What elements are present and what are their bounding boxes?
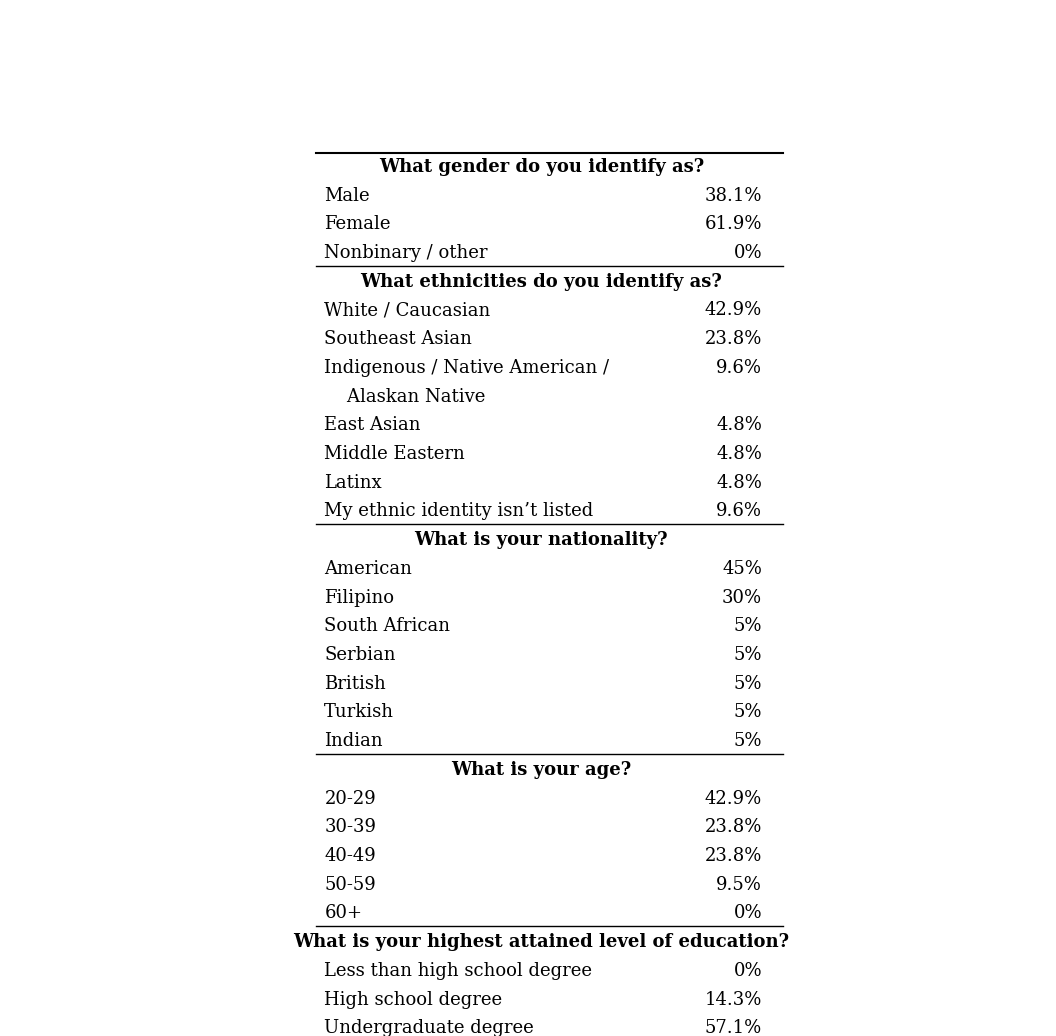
Text: Serbian: Serbian [324,646,396,664]
Text: Alaskan Native: Alaskan Native [324,387,486,405]
Text: South African: South African [324,617,450,635]
Text: 5%: 5% [734,646,762,664]
Text: 9.6%: 9.6% [716,358,762,377]
Text: American: American [324,559,412,578]
Text: 5%: 5% [734,732,762,750]
Text: Middle Eastern: Middle Eastern [324,445,465,463]
Text: 38.1%: 38.1% [704,186,762,204]
Text: Latinx: Latinx [324,473,382,492]
Text: 57.1%: 57.1% [705,1019,762,1036]
Text: Turkish: Turkish [324,703,394,721]
Text: 23.8%: 23.8% [704,818,762,836]
Text: Undergraduate degree: Undergraduate degree [324,1019,534,1036]
Text: Male: Male [324,186,370,204]
Text: Less than high school degree: Less than high school degree [324,962,592,980]
Text: High school degree: High school degree [324,990,503,1009]
Text: 4.8%: 4.8% [716,445,762,463]
Text: British: British [324,674,386,693]
Text: 0%: 0% [734,244,762,262]
Text: Indian: Indian [324,732,383,750]
Text: 42.9%: 42.9% [705,789,762,808]
Text: Filipino: Filipino [324,588,394,607]
Text: 23.8%: 23.8% [704,847,762,865]
Text: What ethnicities do you identify as?: What ethnicities do you identify as? [360,272,722,291]
Text: 61.9%: 61.9% [704,215,762,233]
Text: 45%: 45% [722,559,762,578]
Text: Female: Female [324,215,391,233]
Text: 0%: 0% [734,962,762,980]
Text: 5%: 5% [734,703,762,721]
Text: 60+: 60+ [324,904,362,922]
Text: 4.8%: 4.8% [716,416,762,434]
Text: 14.3%: 14.3% [704,990,762,1009]
Text: East Asian: East Asian [324,416,421,434]
Text: 30-39: 30-39 [324,818,376,836]
Text: 30%: 30% [722,588,762,607]
Text: 9.6%: 9.6% [716,502,762,520]
Text: Nonbinary / other: Nonbinary / other [324,244,488,262]
Text: Southeast Asian: Southeast Asian [324,330,472,348]
Text: 50-59: 50-59 [324,875,376,894]
Text: What is your highest attained level of education?: What is your highest attained level of e… [294,933,789,951]
Text: 20-29: 20-29 [324,789,376,808]
Text: Indigenous / Native American /: Indigenous / Native American / [324,358,609,377]
Text: 5%: 5% [734,674,762,693]
Text: What gender do you identify as?: What gender do you identify as? [379,157,703,176]
Text: My ethnic identity isn’t listed: My ethnic identity isn’t listed [324,502,593,520]
Text: White / Caucasian: White / Caucasian [324,301,491,319]
Text: 42.9%: 42.9% [705,301,762,319]
Text: 40-49: 40-49 [324,847,376,865]
Text: 0%: 0% [734,904,762,922]
Text: What is your age?: What is your age? [451,760,631,779]
Text: What is your nationality?: What is your nationality? [414,531,668,549]
Text: 23.8%: 23.8% [704,330,762,348]
Text: 4.8%: 4.8% [716,473,762,492]
Text: 9.5%: 9.5% [716,875,762,894]
Text: 5%: 5% [734,617,762,635]
